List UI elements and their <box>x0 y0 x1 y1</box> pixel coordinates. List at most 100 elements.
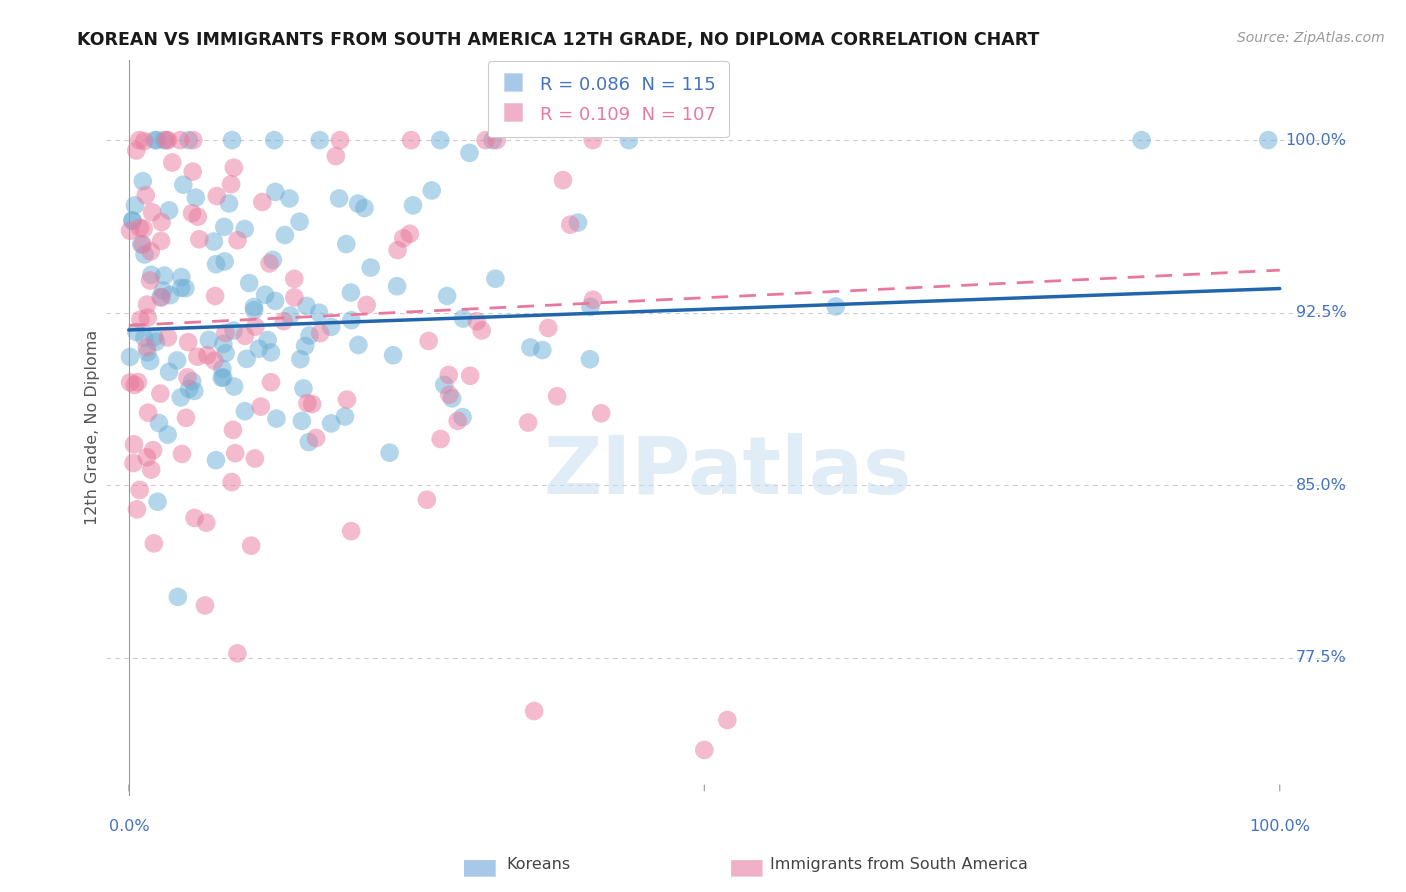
Point <box>166 353 188 368</box>
Point <box>360 260 382 275</box>
Point <box>262 252 284 267</box>
Point <box>433 377 456 392</box>
Point <box>215 346 238 360</box>
Point <box>247 342 270 356</box>
Point <box>693 743 716 757</box>
Point <box>1257 133 1279 147</box>
Point <box>211 371 233 385</box>
Point <box>142 443 165 458</box>
Point <box>132 221 155 235</box>
Point <box>451 410 474 425</box>
Point <box>579 300 602 314</box>
Point <box>437 368 460 382</box>
Point <box>204 289 226 303</box>
Point <box>131 237 153 252</box>
Point <box>224 379 246 393</box>
Point <box>283 290 305 304</box>
Text: 85.0%: 85.0% <box>1296 478 1347 492</box>
Point <box>150 215 173 229</box>
Point <box>233 404 256 418</box>
Point <box>149 386 172 401</box>
Point <box>134 331 156 345</box>
Point <box>617 133 640 147</box>
Point <box>256 333 278 347</box>
Point <box>174 410 197 425</box>
Point <box>148 416 170 430</box>
Point <box>481 133 503 147</box>
Point <box>264 185 287 199</box>
Point <box>591 406 613 420</box>
Point <box>260 345 283 359</box>
Point <box>146 133 169 147</box>
Point <box>184 191 207 205</box>
Point <box>278 309 301 323</box>
Text: 100.0%: 100.0% <box>1285 133 1347 148</box>
Point <box>298 328 321 343</box>
Point <box>266 411 288 425</box>
Point <box>260 376 283 390</box>
Point <box>716 713 738 727</box>
Point <box>824 300 846 314</box>
Point <box>205 453 228 467</box>
Point <box>471 323 494 337</box>
Point <box>329 133 352 147</box>
Point <box>152 284 174 298</box>
Point <box>291 414 314 428</box>
Point <box>149 290 172 304</box>
Point <box>458 145 481 160</box>
Point <box>340 313 363 327</box>
Point <box>198 333 221 347</box>
Point <box>139 354 162 368</box>
Point <box>333 409 356 424</box>
Point <box>141 205 163 219</box>
Point <box>243 451 266 466</box>
Point <box>567 216 589 230</box>
Point <box>245 319 267 334</box>
Point <box>194 599 217 613</box>
Point <box>240 539 263 553</box>
Point <box>218 196 240 211</box>
Point <box>517 416 540 430</box>
Point <box>274 227 297 242</box>
Point <box>188 232 211 246</box>
Point <box>531 343 554 357</box>
Point <box>243 300 266 314</box>
Point <box>159 288 181 302</box>
Text: 0.0%: 0.0% <box>108 819 149 834</box>
Point <box>485 133 508 147</box>
Point <box>181 375 204 389</box>
Point <box>254 287 277 301</box>
Point <box>298 435 321 450</box>
Point <box>243 303 266 318</box>
Point <box>309 326 332 340</box>
Point <box>447 414 470 428</box>
Point <box>162 155 184 169</box>
Point <box>398 227 420 241</box>
Point <box>402 198 425 212</box>
Legend: R = 0.086  N = 115, R = 0.109  N = 107: R = 0.086 N = 115, R = 0.109 N = 107 <box>488 62 728 137</box>
Point <box>336 392 359 407</box>
Point <box>142 536 165 550</box>
Point <box>226 646 249 660</box>
Point <box>120 376 142 390</box>
Point <box>385 279 408 293</box>
Point <box>340 285 363 300</box>
Point <box>233 222 256 236</box>
Point <box>135 340 157 354</box>
Point <box>325 149 347 163</box>
Point <box>226 233 249 247</box>
Point <box>179 382 201 396</box>
Point <box>170 270 193 285</box>
Point <box>582 133 605 147</box>
Point <box>128 483 150 497</box>
Point <box>155 133 177 147</box>
Point <box>177 335 200 350</box>
Point <box>297 396 319 410</box>
Point <box>177 133 200 147</box>
Point <box>235 351 257 366</box>
Point <box>222 324 245 338</box>
Point <box>238 276 260 290</box>
Point <box>125 325 148 339</box>
Point <box>153 268 176 283</box>
Text: 77.5%: 77.5% <box>1296 650 1347 665</box>
